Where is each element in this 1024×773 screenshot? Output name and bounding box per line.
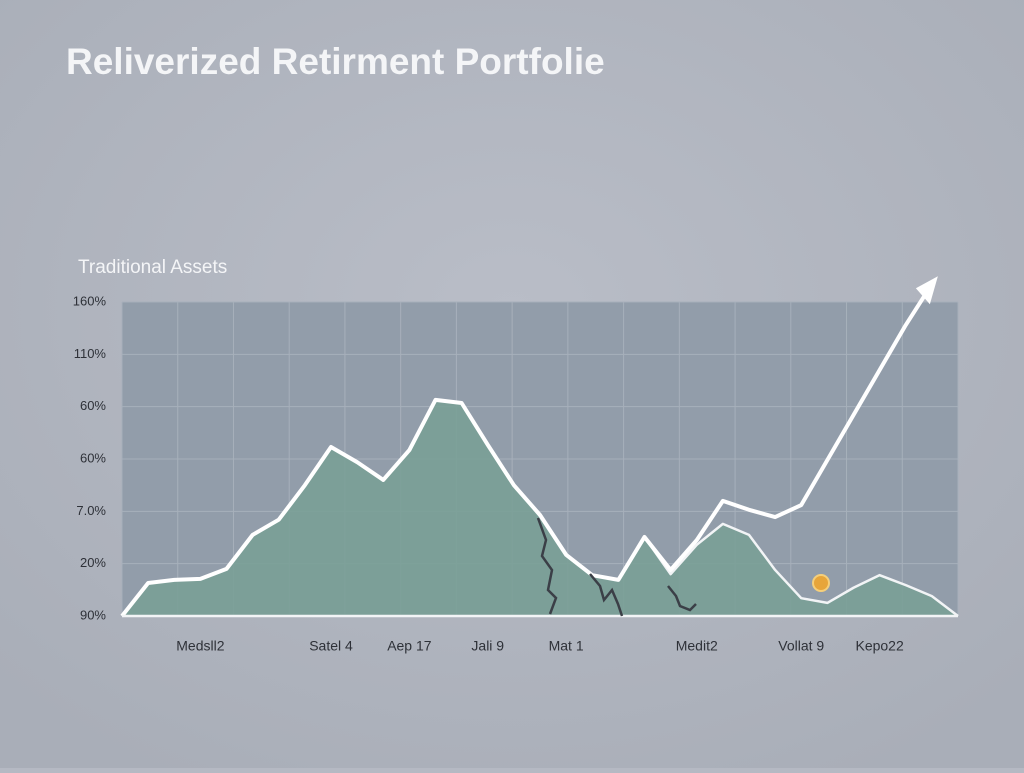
y-tick-label: 160% — [73, 293, 107, 308]
x-tick-label: Mat 1 — [549, 638, 584, 654]
crack — [667, 585, 697, 612]
x-tick-label: Satel 4 — [309, 638, 353, 654]
arrowhead — [915, 276, 938, 305]
line — [120, 283, 934, 618]
x-tick-label: Medsll2 — [176, 638, 224, 654]
crack — [589, 573, 624, 617]
area — [122, 399, 958, 616]
y-tick-label: 7.0% — [76, 503, 106, 518]
coin-icon — [812, 574, 830, 592]
crack — [536, 517, 558, 615]
chart-title: Reliverized Retirment Portfolie — [66, 41, 605, 82]
y-tick-label: 60% — [80, 450, 106, 465]
x-tick-label: Kepo22 — [855, 638, 903, 654]
x-tick-label: Medit2 — [676, 638, 718, 654]
chart-subtitle: Traditional Assets — [78, 257, 227, 278]
y-tick-label: 90% — [80, 607, 106, 622]
x-tick-label: Vollat 9 — [778, 638, 824, 654]
plot: 90% 20% 7.0% 60% 60% 110% 160% Medsll2 Satel 4 Ae… — [73, 276, 959, 654]
y-tick-label: 110% — [74, 346, 107, 361]
cracks — [536, 517, 697, 617]
y-tick-label: 60% — [80, 398, 106, 413]
x-tick-label: Jali 9 — [471, 638, 504, 654]
x-tick-label: Aep 17 — [387, 638, 432, 654]
y-tick-label: 20% — [80, 555, 106, 570]
